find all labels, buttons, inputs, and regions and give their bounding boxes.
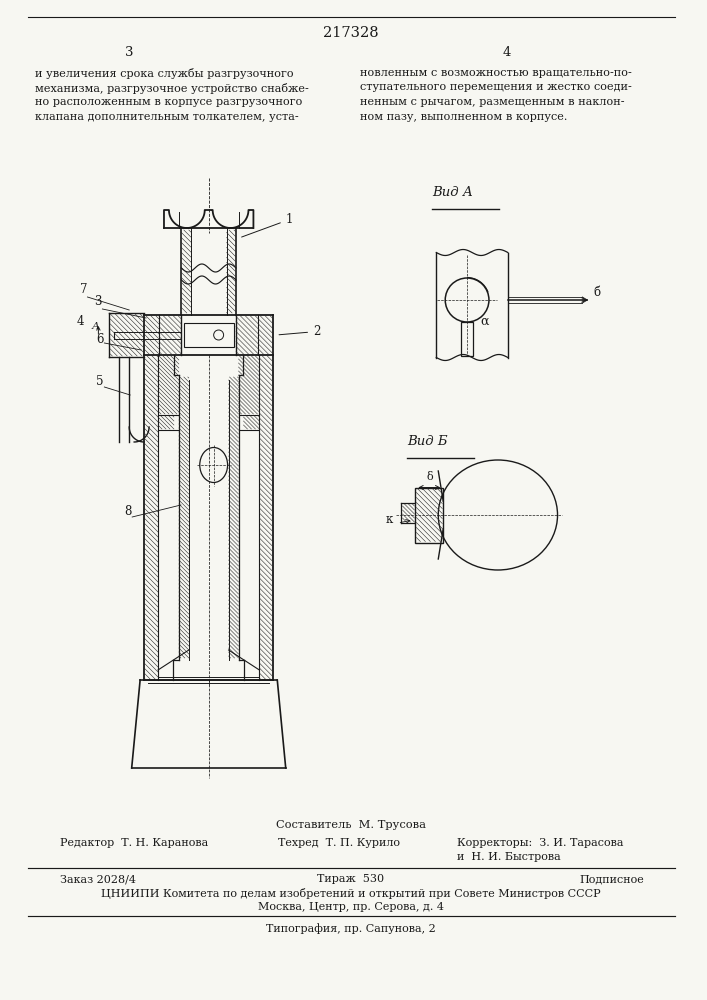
Text: 2: 2 [279, 325, 320, 338]
Text: Составитель  М. Трусова: Составитель М. Трусова [276, 820, 426, 830]
Text: ЦНИИПИ Комитета по делам изобретений и открытий при Совете Министров СССР: ЦНИИПИ Комитета по делам изобретений и о… [101, 888, 601, 899]
Text: 4: 4 [76, 315, 84, 328]
Text: 3: 3 [125, 45, 134, 58]
Text: 1: 1 [242, 213, 293, 237]
Text: новленным с возможностью вращательно-по-: новленным с возможностью вращательно-по- [360, 68, 631, 78]
Text: α: α [480, 315, 489, 328]
Text: ном пазу, выполненном в корпусе.: ном пазу, выполненном в корпусе. [360, 111, 567, 121]
Text: клапана дополнительным толкателем, уста-: клапана дополнительным толкателем, уста- [35, 111, 298, 121]
Bar [416, 488, 443, 542]
Text: Подписное: Подписное [579, 874, 644, 884]
Text: б: б [593, 286, 600, 299]
Text: и  Н. И. Быстрова: и Н. И. Быстрова [457, 852, 561, 862]
Text: Вид Б: Вид Б [407, 435, 448, 448]
Text: Тираж  530: Тираж 530 [317, 874, 385, 884]
Text: 217328: 217328 [323, 26, 379, 40]
Bar [461, 322, 473, 356]
Text: 7: 7 [79, 283, 87, 296]
Text: Техред  Т. П. Курило: Техред Т. П. Курило [279, 838, 400, 848]
Text: ненным с рычагом, размещенным в наклон-: ненным с рычагом, размещенным в наклон- [360, 97, 624, 107]
Text: Заказ 2028/4: Заказ 2028/4 [59, 874, 136, 884]
Text: 5: 5 [96, 375, 104, 388]
Bar [184, 323, 233, 347]
Text: но расположенным в корпусе разгрузочного: но расположенным в корпусе разгрузочного [35, 97, 302, 107]
Text: Москва, Центр, пр. Серова, д. 4: Москва, Центр, пр. Серова, д. 4 [258, 902, 444, 912]
Text: к: к [385, 513, 393, 526]
Text: и увеличения срока службы разгрузочного: и увеличения срока службы разгрузочного [35, 68, 293, 79]
Text: Типография, пр. Сапунова, 2: Типография, пр. Сапунова, 2 [266, 923, 436, 934]
Text: 8: 8 [124, 505, 132, 518]
Text: А: А [91, 322, 99, 331]
Text: δ: δ [426, 472, 433, 482]
Text: ступательного перемещения и жестко соеди-: ступательного перемещения и жестко соеди… [360, 83, 631, 93]
Text: механизма, разгрузочное устройство снабже-: механизма, разгрузочное устройство снабж… [35, 83, 308, 94]
Text: 6: 6 [96, 333, 104, 346]
Text: Вид А: Вид А [432, 186, 473, 199]
Text: 3: 3 [95, 295, 102, 308]
Text: Редактор  Т. Н. Каранова: Редактор Т. Н. Каранова [59, 838, 208, 848]
Text: Корректоры:  З. И. Тарасова: Корректоры: З. И. Тарасова [457, 838, 624, 848]
Text: 4: 4 [503, 45, 511, 58]
